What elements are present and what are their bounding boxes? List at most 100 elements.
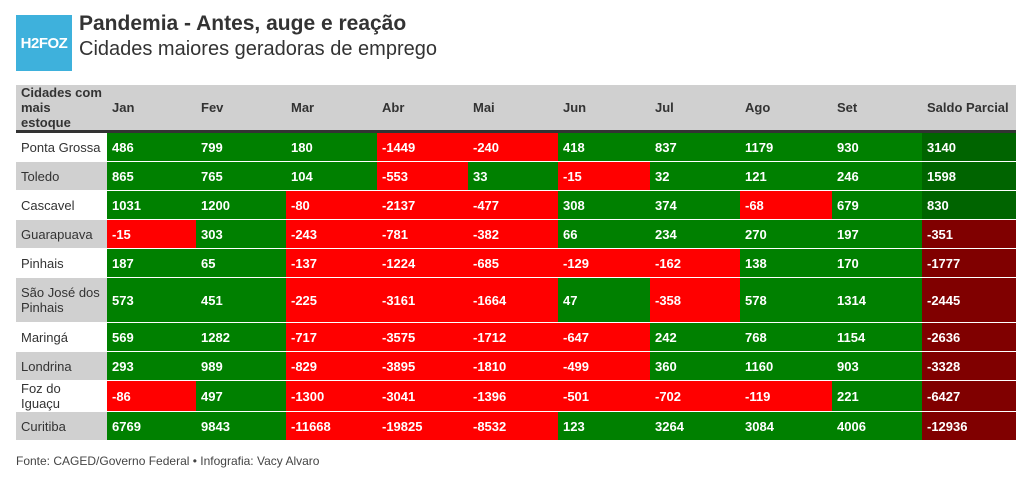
value-cell: -2137 (377, 190, 468, 220)
value-cell: -3041 (377, 380, 468, 412)
value-cell: -501 (558, 380, 650, 412)
value-cell: -647 (558, 322, 650, 352)
column-header: Mar (286, 85, 377, 133)
value-cell: -137 (286, 248, 377, 278)
value-cell: 270 (740, 219, 832, 249)
value-cell: 3084 (740, 411, 832, 440)
value-cell: 246 (832, 161, 922, 191)
city-cell: Pinhais (16, 248, 107, 278)
saldo-cell: 830 (922, 190, 1016, 220)
value-cell: 930 (832, 131, 922, 162)
city-cell: Curitiba (16, 411, 107, 440)
value-cell: 33 (468, 161, 558, 191)
saldo-cell: -351 (922, 219, 1016, 249)
value-cell: 303 (196, 219, 286, 249)
saldo-cell: -12936 (922, 411, 1016, 440)
value-cell: -15 (107, 219, 196, 249)
value-cell: 497 (196, 380, 286, 412)
value-cell: 799 (196, 131, 286, 162)
value-cell: 451 (196, 277, 286, 323)
value-cell: 187 (107, 248, 196, 278)
table-row: Cascavel 1031 1200 -80 -2137 -477 308 374 -68 679… (16, 190, 1016, 220)
value-cell: -1810 (468, 351, 558, 381)
value-cell: -781 (377, 219, 468, 249)
value-cell: -1396 (468, 380, 558, 412)
saldo-cell: -2636 (922, 322, 1016, 352)
value-cell: 865 (107, 161, 196, 191)
table-row: Guarapuava -15 303 -243 -781 -382 66 234 270 197-… (16, 219, 1016, 249)
value-cell: -240 (468, 131, 558, 162)
value-cell: 234 (650, 219, 740, 249)
value-cell: 221 (832, 380, 922, 412)
value-cell: 4006 (832, 411, 922, 440)
value-cell: -19825 (377, 411, 468, 440)
table-header-row: Cidades com mais estoque Jan Fev Mar Abr Mai J… (16, 85, 1016, 133)
table-row: Maringá 569 1282 -717 -3575 -1712 -647 242 768 11… (16, 322, 1016, 352)
value-cell: -477 (468, 190, 558, 220)
column-header: Set (832, 85, 922, 133)
value-cell: 9843 (196, 411, 286, 440)
table-row: Londrina 293 989 -829 -3895 -1810 -499 360 1160 9… (16, 351, 1016, 381)
value-cell: 374 (650, 190, 740, 220)
value-cell: -358 (650, 277, 740, 323)
value-cell: 123 (558, 411, 650, 440)
value-cell: 180 (286, 131, 377, 162)
value-cell: 768 (740, 322, 832, 352)
table-row: Ponta Grossa 486 799 180 -1449 -240 418 837 1179… (16, 131, 1016, 162)
value-cell: -68 (740, 190, 832, 220)
value-cell: 1179 (740, 131, 832, 162)
value-cell: 573 (107, 277, 196, 323)
value-cell: 578 (740, 277, 832, 323)
value-cell: -3895 (377, 351, 468, 381)
value-cell: 170 (832, 248, 922, 278)
value-cell: -129 (558, 248, 650, 278)
value-cell: -717 (286, 322, 377, 352)
column-header: Ago (740, 85, 832, 133)
value-cell: 66 (558, 219, 650, 249)
table-row: Foz do Iguaçu -86 497 -1300 -3041 -1396 -501 -7… (16, 380, 1016, 412)
value-cell: -1224 (377, 248, 468, 278)
chart-subtitle: Cidades maiores geradoras de emprego (79, 38, 437, 60)
value-cell: -162 (650, 248, 740, 278)
value-cell: 679 (832, 190, 922, 220)
value-cell: -553 (377, 161, 468, 191)
value-cell: 3264 (650, 411, 740, 440)
saldo-cell: -3328 (922, 351, 1016, 381)
table-row: Pinhais 187 65 -137 -1224 -685 -129 -162 138 170-… (16, 248, 1016, 278)
column-header: Jun (558, 85, 650, 133)
value-cell: 1282 (196, 322, 286, 352)
column-header: Jul (650, 85, 740, 133)
value-cell: -225 (286, 277, 377, 323)
value-cell: 418 (558, 131, 650, 162)
value-cell: 293 (107, 351, 196, 381)
value-cell: 1314 (832, 277, 922, 323)
column-header: Mai (468, 85, 558, 133)
column-header: Jan (107, 85, 196, 133)
value-cell: -80 (286, 190, 377, 220)
column-header: Saldo Parcial (922, 85, 1016, 133)
value-cell: -119 (740, 380, 832, 412)
table-row: São José dos Pinhais 573 451 -225 -3161 -1664… (16, 277, 1016, 323)
value-cell: 1160 (740, 351, 832, 381)
value-cell: -86 (107, 380, 196, 412)
city-cell: Londrina (16, 351, 107, 381)
city-cell: Foz do Iguaçu (16, 380, 107, 412)
value-cell: 308 (558, 190, 650, 220)
value-cell: -1300 (286, 380, 377, 412)
value-cell: 242 (650, 322, 740, 352)
value-cell: -1449 (377, 131, 468, 162)
city-cell: Guarapuava (16, 219, 107, 249)
value-cell: -8532 (468, 411, 558, 440)
saldo-cell: 1598 (922, 161, 1016, 191)
saldo-cell: -1777 (922, 248, 1016, 278)
value-cell: 65 (196, 248, 286, 278)
city-cell: Maringá (16, 322, 107, 352)
value-cell: 47 (558, 277, 650, 323)
city-cell: São José dos Pinhais (16, 277, 107, 323)
h2foz-logo: H2FOZ (16, 15, 72, 71)
value-cell: 903 (832, 351, 922, 381)
saldo-cell: -2445 (922, 277, 1016, 323)
city-cell: Cascavel (16, 190, 107, 220)
value-cell: -499 (558, 351, 650, 381)
column-header: Fev (196, 85, 286, 133)
